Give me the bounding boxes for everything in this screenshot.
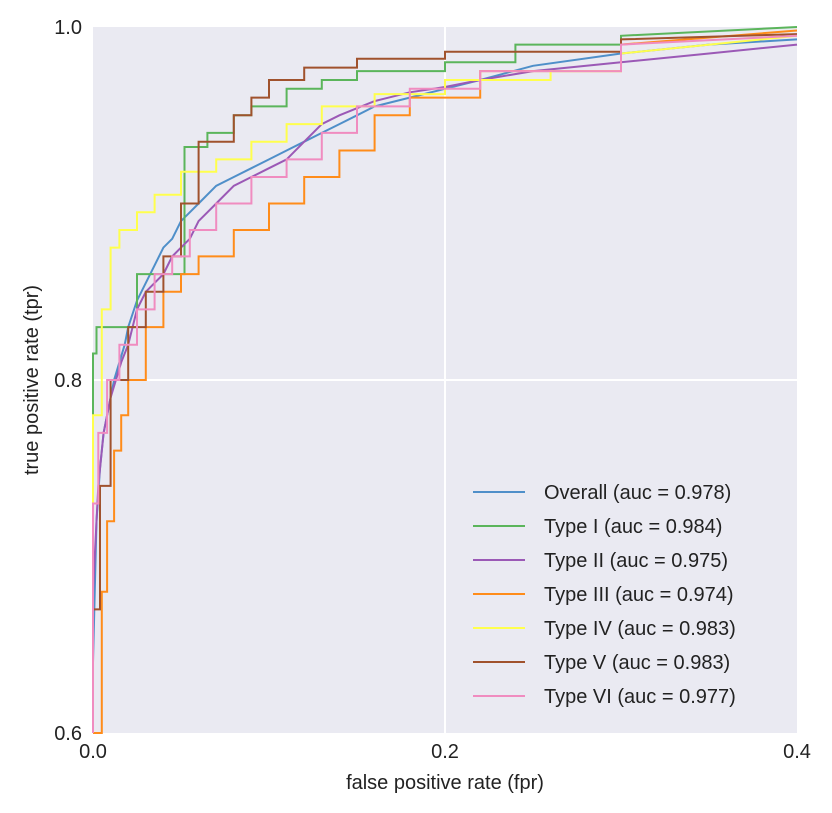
y-tick-label: 1.0 xyxy=(54,17,82,39)
legend-label: Type I (auc = 0.984) xyxy=(544,516,722,538)
legend-label: Type II (auc = 0.975) xyxy=(544,550,728,572)
y-axis-label: true positive rate (tpr) xyxy=(21,285,43,475)
grid-lines xyxy=(93,27,797,733)
legend-label: Type IV (auc = 0.983) xyxy=(544,618,736,640)
series-line-5 xyxy=(92,34,798,733)
y-axis-ticks: 0.6 0.8 1.0 xyxy=(54,17,82,745)
legend-label: Type V (auc = 0.983) xyxy=(544,652,730,674)
legend: Overall (auc = 0.978) Type I (auc = 0.984… xyxy=(473,482,736,708)
y-tick-label: 0.8 xyxy=(54,370,82,392)
x-tick-label: 0.4 xyxy=(783,741,811,763)
legend-label: Type III (auc = 0.974) xyxy=(544,584,734,606)
series-lines xyxy=(92,26,798,734)
x-axis-label: false positive rate (fpr) xyxy=(346,772,544,794)
legend-label: Type VI (auc = 0.977) xyxy=(544,686,736,708)
series-line-7 xyxy=(92,34,798,733)
legend-label: Overall (auc = 0.978) xyxy=(544,482,731,504)
x-tick-label: 0.0 xyxy=(79,741,107,763)
series-line-4 xyxy=(93,29,798,734)
x-axis-ticks: 0.0 0.2 0.4 xyxy=(79,741,811,763)
x-tick-label: 0.2 xyxy=(431,741,459,763)
y-tick-label: 0.6 xyxy=(54,723,82,745)
